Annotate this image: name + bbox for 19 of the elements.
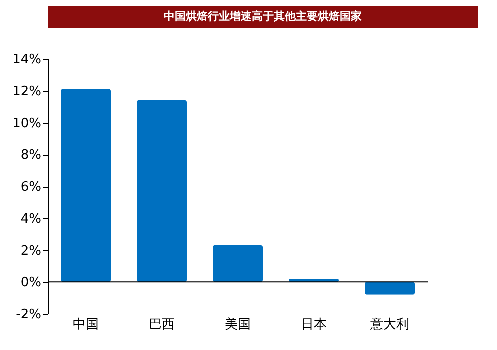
y-tick-label: 12% xyxy=(12,84,42,100)
x-tick-label: 美国 xyxy=(225,316,251,332)
x-tick-label: 日本 xyxy=(301,318,327,332)
x-tick-label: 中国 xyxy=(73,318,99,332)
bar xyxy=(365,282,415,295)
bar xyxy=(213,245,263,282)
y-tick-label: 8% xyxy=(20,148,42,164)
x-tick-label: 巴西 xyxy=(149,318,175,332)
bar xyxy=(61,89,111,282)
chart-title: 中国烘焙行业增速高于其他主要烘焙国家 xyxy=(164,10,362,23)
y-tick-label: 14% xyxy=(12,52,42,68)
bar xyxy=(137,100,187,282)
y-tick-label: 4% xyxy=(20,212,42,227)
y-tick-label: 0% xyxy=(20,276,42,291)
x-tick-label: 意大利 xyxy=(370,318,410,332)
y-tick-label: -2% xyxy=(16,308,42,322)
y-tick-label: 2% xyxy=(20,244,42,259)
y-tick-label: 10% xyxy=(12,116,42,132)
y-tick-label: 6% xyxy=(20,180,42,195)
